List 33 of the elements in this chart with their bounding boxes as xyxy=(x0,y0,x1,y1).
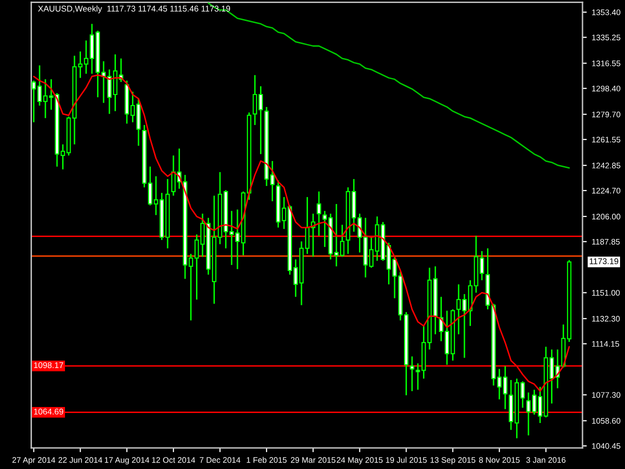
x-tick-label: 27 Apr 2014 xyxy=(12,457,56,464)
y-tick-label: 1224.70 xyxy=(592,188,620,194)
y-tick-label: 1242.85 xyxy=(592,162,620,168)
x-tick-label: 8 Nov 2015 xyxy=(479,457,520,463)
y-tick-label: 1316.55 xyxy=(592,60,620,66)
y-tick-label: 1132.30 xyxy=(592,316,620,322)
y-tick-label: 1151.00 xyxy=(592,290,620,296)
x-tick-label: 1 Feb 2015 xyxy=(246,456,287,463)
y-tick-label: 1353.40 xyxy=(592,9,620,16)
annotation: 1173.19 xyxy=(590,258,618,264)
y-tick-label: 1298.40 xyxy=(592,86,620,92)
x-tick-label: 24 May 2015 xyxy=(336,457,383,464)
y-tick-label: 1058.60 xyxy=(592,418,620,424)
y-tick-label: 1187.85 xyxy=(592,238,620,245)
y-tick-label: 1114.15 xyxy=(592,341,620,347)
candlestick xyxy=(316,190,322,237)
y-tick-label: 1077.30 xyxy=(592,392,620,398)
ref-line-label: 1098.17 xyxy=(34,362,64,368)
x-tick-label: 29 Mar 2015 xyxy=(290,457,336,463)
x-tick-label: 19 Jul 2015 xyxy=(386,456,427,463)
x-tick-label: 7 Dec 2014 xyxy=(200,457,240,463)
y-tick-label: 1335.25 xyxy=(592,34,620,40)
x-tick-label: 17 Aug 2014 xyxy=(104,457,150,464)
candlestick xyxy=(410,356,414,392)
y-tick-label: 1206.00 xyxy=(592,214,620,220)
x-tick-label: 22 Jun 2014 xyxy=(58,457,102,463)
y-tick-label: 1261.55 xyxy=(592,136,620,142)
ref-line-label: 1064.69 xyxy=(34,408,64,415)
y-tick-label: 1040.45 xyxy=(592,443,620,449)
x-tick-label: 3 Jan 2016 xyxy=(526,457,566,463)
y-tick-label: 1279.70 xyxy=(592,112,620,118)
x-tick-label: 13 Sep 2015 xyxy=(430,457,476,464)
x-tick-label: 12 Oct 2014 xyxy=(152,457,196,463)
